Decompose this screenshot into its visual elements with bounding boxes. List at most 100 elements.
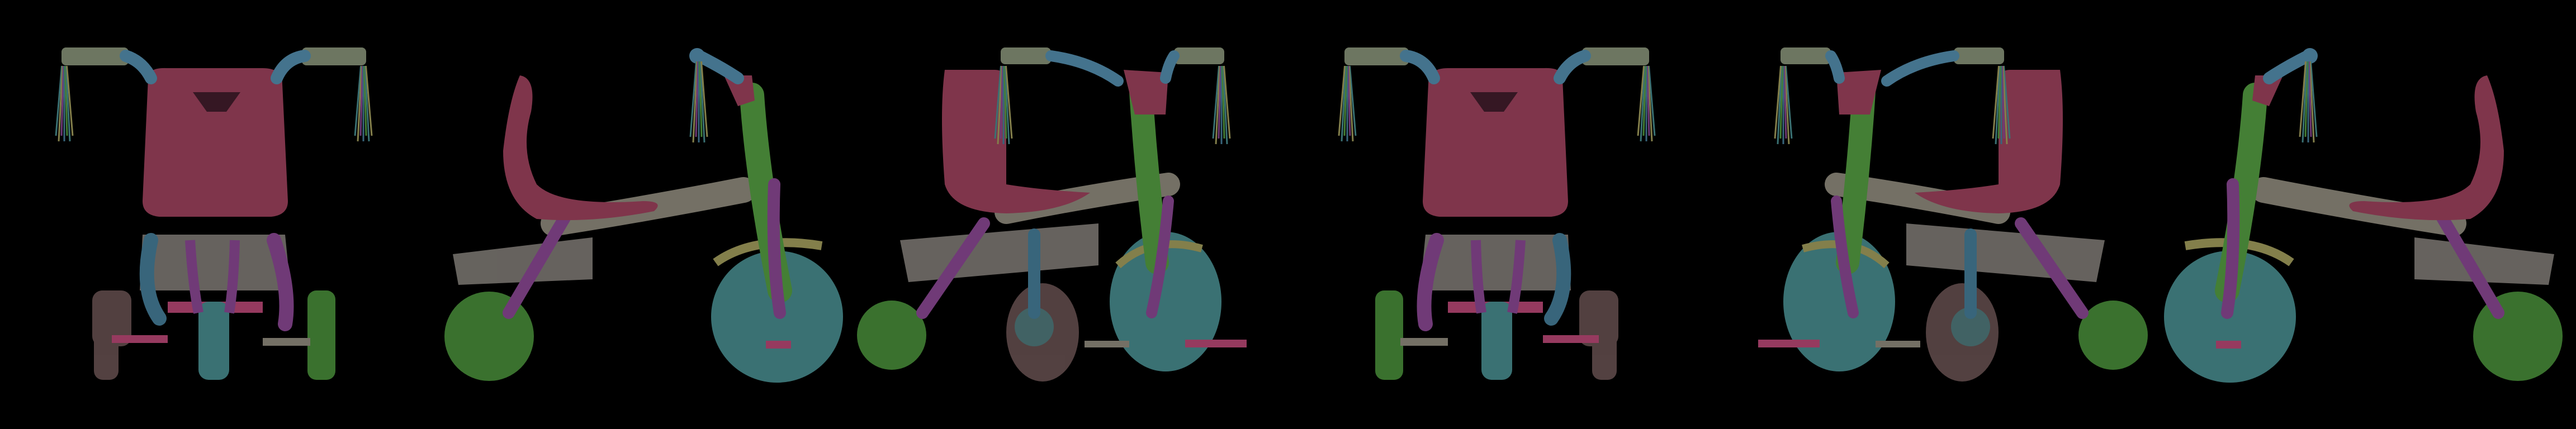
tassel-strand (1784, 65, 1790, 145)
grip-left (1001, 47, 1051, 64)
bar-right (1160, 50, 1180, 84)
bar-right (271, 50, 311, 84)
rear-wheel-near (857, 301, 926, 370)
tassel-strand (1222, 65, 1228, 145)
tassel-strand (689, 61, 697, 137)
tassel-strand (695, 61, 699, 137)
deck (453, 237, 593, 285)
tassel-strand (66, 65, 74, 136)
bar-left (120, 50, 157, 84)
strut-near (2015, 217, 2089, 319)
tassel-strand (1785, 65, 1793, 139)
tassel-strand (357, 65, 363, 142)
rear-axle-right (263, 338, 310, 346)
pedal-right (1758, 340, 1820, 347)
tassel-strand (1779, 65, 1783, 139)
fork-left (185, 240, 203, 314)
head-tube (724, 75, 755, 106)
tassel-strand (1640, 65, 1646, 142)
view-2 (444, 48, 843, 383)
strut-left (139, 233, 167, 326)
rear-strut (2436, 212, 2504, 319)
deck (140, 235, 291, 290)
grip-right (1174, 47, 1224, 64)
tassel-strand (354, 65, 362, 136)
bar-left (1045, 50, 1124, 87)
fork-right (224, 240, 240, 314)
deck (2414, 237, 2554, 285)
bar-left (1881, 50, 1959, 87)
tassel-strand (55, 65, 63, 136)
seat (503, 75, 658, 221)
tassel-strand (1995, 65, 2001, 145)
view-4 (1338, 47, 1656, 380)
bar-left (1554, 50, 1591, 84)
tassel-strand (1774, 65, 1782, 139)
deck (1420, 235, 1571, 290)
grip-left (1582, 47, 1649, 65)
rear-wheel-right (1375, 290, 1403, 380)
tassel-strand (1646, 65, 1650, 136)
tassel-strand (994, 65, 1002, 139)
tassel-strand (1347, 65, 1351, 136)
handlebar-end (689, 48, 705, 64)
rear-strut (503, 212, 571, 319)
grip-left (1954, 47, 2004, 64)
tassel-strand (1637, 65, 1645, 136)
tassel-strand (2299, 61, 2307, 137)
tassel-strand (364, 65, 370, 142)
rear-wheel (444, 292, 534, 381)
tassel-strand (2304, 61, 2308, 137)
tassel-strand (1348, 65, 1354, 142)
tassel-strand (60, 65, 64, 136)
tassel-strand (2001, 65, 2005, 139)
tassel-strand (64, 65, 68, 136)
tassel-strand (1338, 65, 1346, 136)
fork-leg (2221, 178, 2240, 319)
seat (1915, 70, 2063, 213)
strut-right (1417, 233, 1444, 331)
tassel-strand (365, 65, 373, 136)
head-tube (2252, 75, 2283, 106)
bar-right (1825, 50, 1845, 84)
tassel-strand (1218, 65, 1221, 139)
strut-near (916, 217, 990, 319)
strut-right (267, 233, 294, 331)
tassel-strand (2309, 61, 2315, 143)
view-3 (857, 47, 1247, 382)
tassel-strand (1992, 65, 2000, 139)
tassel-strand (1648, 65, 1656, 136)
tassel-strand (997, 65, 1003, 145)
tassel-strand (1343, 65, 1347, 136)
seat-handle-hole (1470, 92, 1518, 112)
tassel-strand (1777, 65, 1783, 145)
tassel-strand (359, 65, 363, 136)
grip-right (302, 47, 366, 65)
pedal-right (1185, 340, 1247, 347)
tassel-strand (1223, 65, 1231, 139)
fork-left (1507, 240, 1526, 314)
seat (2349, 75, 2504, 221)
handlebar-end (2302, 48, 2318, 64)
fork-leg (1831, 196, 1859, 318)
tassel-strand (699, 61, 703, 137)
pedal-left (1085, 341, 1129, 347)
tassel-strand (2302, 61, 2308, 143)
tassel-strand (1000, 65, 1003, 139)
rear-axle-left (112, 335, 168, 343)
head-tube (1836, 70, 1881, 115)
strut-left (1544, 233, 1571, 326)
fork-leg (767, 178, 786, 319)
rear-wheel-near (2078, 301, 2148, 370)
pedal (766, 341, 791, 349)
rear-wheel-right (307, 290, 335, 380)
tassel-strand (1341, 65, 1347, 142)
tassel-strand (1215, 65, 1221, 145)
rear-wheel-hub (1015, 307, 1054, 346)
front-wheel (1110, 232, 1221, 371)
tassel-strand (58, 65, 64, 142)
rear-axle-left (1543, 335, 1599, 343)
front-wheel (198, 302, 229, 380)
grip-right (1781, 47, 1831, 64)
